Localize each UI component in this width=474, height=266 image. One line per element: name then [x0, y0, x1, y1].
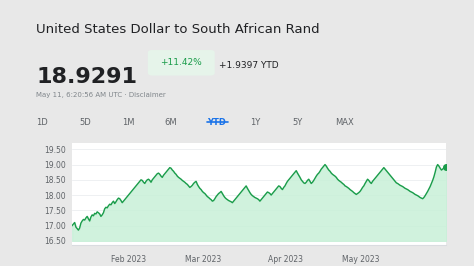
- Text: 6M: 6M: [164, 118, 177, 127]
- Text: 5D: 5D: [79, 118, 91, 127]
- Text: 1M: 1M: [122, 118, 134, 127]
- Text: 1Y: 1Y: [250, 118, 260, 127]
- Text: YTD: YTD: [207, 118, 226, 127]
- Text: +11.42%: +11.42%: [160, 58, 202, 67]
- FancyBboxPatch shape: [148, 50, 215, 76]
- Text: United States Dollar to South African Rand: United States Dollar to South African Ra…: [36, 23, 320, 36]
- Text: 18.9291: 18.9291: [36, 66, 137, 87]
- Text: MAX: MAX: [335, 118, 354, 127]
- Text: +1.9397 YTD: +1.9397 YTD: [219, 61, 279, 70]
- Text: 5Y: 5Y: [292, 118, 302, 127]
- Text: May 11, 6:20:56 AM UTC · Disclaimer: May 11, 6:20:56 AM UTC · Disclaimer: [36, 92, 166, 98]
- Text: 1D: 1D: [36, 118, 48, 127]
